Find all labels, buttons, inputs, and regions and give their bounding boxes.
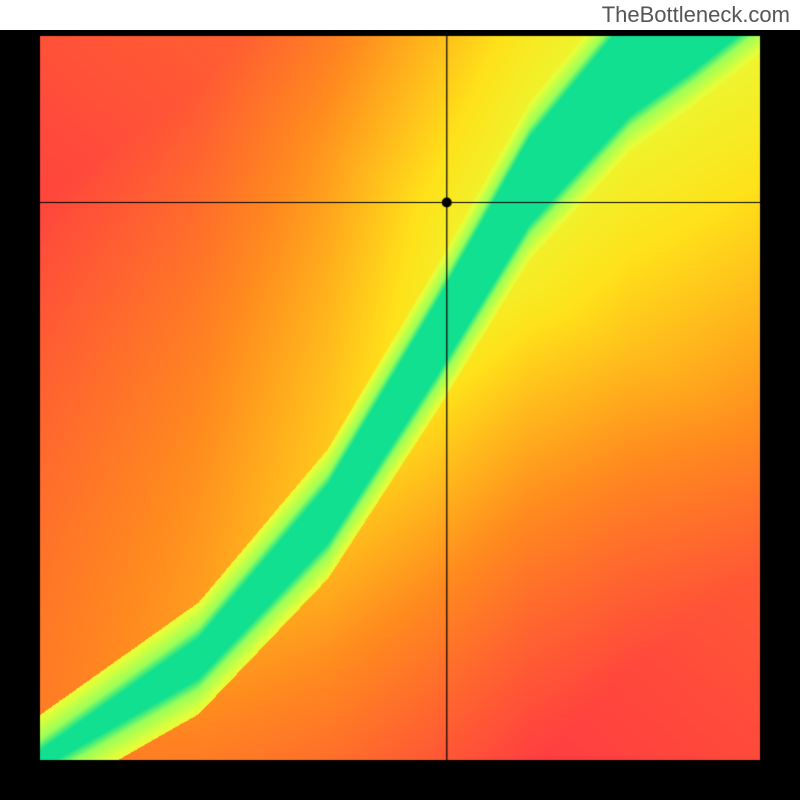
heatmap-chart [0,30,800,800]
watermark-text: TheBottleneck.com [0,0,800,30]
heatmap-canvas [0,30,800,800]
